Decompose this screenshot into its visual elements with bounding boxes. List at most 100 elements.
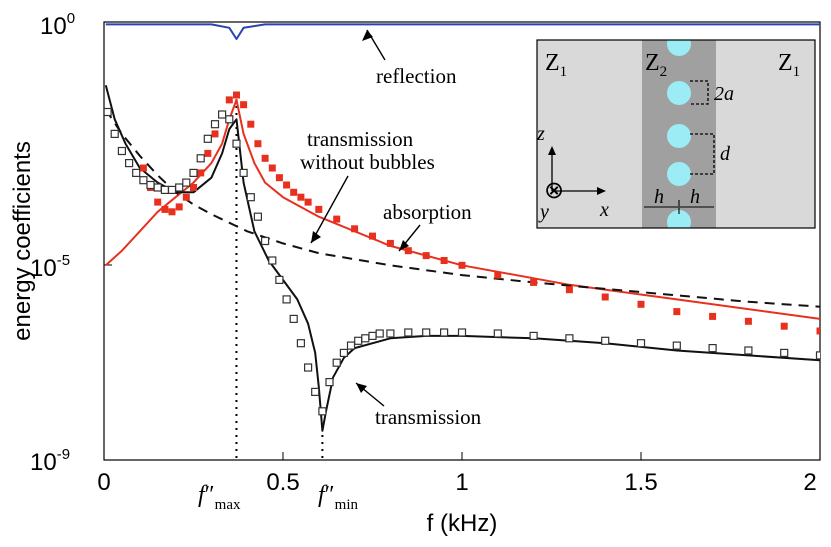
annotation-absorption: absorption bbox=[383, 200, 472, 224]
x-tick-label-1.5: 1.5 bbox=[624, 469, 657, 496]
data-point-absorption-measured- bbox=[175, 203, 183, 211]
inset-bracket-2a bbox=[690, 80, 709, 105]
data-point-transmission-measured- bbox=[167, 185, 177, 194]
inset-bubbles bbox=[667, 40, 691, 228]
inset-label-h-left: h bbox=[654, 186, 664, 208]
data-point-transmission-measured- bbox=[780, 348, 789, 357]
data-point-transmission-measured- bbox=[232, 139, 241, 148]
data-point-absorption-measured- bbox=[369, 232, 376, 240]
data-point-transmission-measured- bbox=[311, 387, 320, 396]
data-point-absorption-measured- bbox=[530, 278, 538, 286]
inset-bubble bbox=[667, 162, 691, 186]
data-point-absorption-measured- bbox=[565, 286, 573, 294]
inset-axis-z-arrowhead bbox=[548, 146, 556, 155]
inset-label-z2: Z2 bbox=[645, 50, 667, 80]
data-point-transmission-measured- bbox=[672, 341, 681, 350]
data-point-transmission-measured- bbox=[139, 176, 148, 185]
data-point-absorption-measured- bbox=[709, 312, 717, 320]
series-layer bbox=[104, 23, 820, 432]
data-point-absorption-measured- bbox=[673, 308, 681, 316]
x-tick-label-0: 0 bbox=[97, 469, 110, 496]
data-point-transmission-measured- bbox=[239, 168, 248, 177]
data-point-transmission-measured- bbox=[440, 328, 449, 337]
data-point-transmission-measured- bbox=[146, 180, 155, 190]
annotation-transmission-nb-line1: transmission bbox=[307, 127, 414, 151]
series-line-absorption-model- bbox=[105, 98, 820, 320]
inset-frame bbox=[536, 39, 816, 229]
data-point-transmission-measured- bbox=[275, 275, 284, 284]
data-point-transmission-measured- bbox=[296, 339, 305, 348]
series-line-reflection bbox=[105, 23, 820, 40]
inset-axis-z-label: z bbox=[536, 123, 545, 145]
data-point-absorption-measured- bbox=[304, 198, 312, 206]
data-point-transmission-measured- bbox=[110, 129, 119, 138]
data-point-absorption-measured- bbox=[247, 120, 255, 128]
data-point-transmission-measured- bbox=[203, 134, 212, 143]
data-point-transmission-measured- bbox=[175, 183, 184, 192]
data-point-transmission-measured- bbox=[457, 328, 467, 337]
data-point-absorption-measured- bbox=[275, 174, 283, 182]
series-line-transmission-model- bbox=[104, 85, 820, 432]
data-point-transmission-measured- bbox=[304, 363, 313, 372]
data-point-transmission-measured- bbox=[268, 256, 277, 265]
inset-otimes-symbol: ⊗ bbox=[544, 178, 564, 204]
data-point-transmission-measured- bbox=[404, 328, 413, 337]
data-point-transmission-measured- bbox=[368, 331, 377, 340]
data-point-absorption-measured- bbox=[290, 188, 298, 196]
data-point-absorption-measured- bbox=[225, 96, 233, 104]
data-point-transmission-measured- bbox=[339, 348, 348, 357]
data-point-absorption-measured- bbox=[816, 327, 820, 335]
annotation-transmission: transmission bbox=[375, 405, 482, 429]
data-point-transmission-measured- bbox=[253, 212, 262, 221]
inset-axis-y-label: y bbox=[538, 201, 549, 223]
annotation-reflection: reflection bbox=[376, 64, 457, 88]
data-point-absorption-measured- bbox=[315, 205, 323, 213]
annotation-transmission-nb-line2: without bubbles bbox=[300, 150, 435, 174]
arrow-transmission-nb bbox=[310, 175, 349, 244]
data-point-absorption-measured- bbox=[240, 101, 248, 109]
data-point-transmission-measured- bbox=[361, 334, 370, 343]
inset-bubble bbox=[667, 210, 691, 228]
data-point-transmission-measured- bbox=[117, 146, 127, 156]
data-point-absorption-measured- bbox=[261, 154, 269, 162]
data-point-transmission-measured- bbox=[218, 110, 227, 119]
data-point-absorption-measured- bbox=[182, 193, 190, 201]
y-ticks bbox=[104, 21, 112, 461]
data-point-transmission-measured- bbox=[708, 344, 717, 353]
data-point-transmission-measured- bbox=[422, 328, 431, 337]
data-point-transmission-measured- bbox=[529, 331, 538, 340]
data-point-transmission-measured- bbox=[261, 236, 270, 246]
inset-label-z1-right: Z1 bbox=[778, 50, 800, 80]
data-point-absorption-measured- bbox=[139, 164, 147, 172]
data-point-absorption-measured- bbox=[744, 317, 752, 325]
data-point-transmission-measured- bbox=[153, 183, 162, 192]
data-point-transmission-measured- bbox=[636, 339, 646, 348]
data-point-transmission-measured- bbox=[189, 168, 198, 177]
data-point-absorption-measured- bbox=[404, 247, 412, 255]
data-point-transmission-measured- bbox=[160, 185, 169, 194]
x-tick-label-2: 2 bbox=[803, 469, 816, 496]
data-point-transmission-measured- bbox=[182, 178, 191, 187]
data-point-transmission-measured- bbox=[325, 378, 334, 387]
data-point-absorption-measured- bbox=[161, 205, 169, 213]
data-point-transmission-measured- bbox=[332, 358, 341, 367]
arrowhead-absorption bbox=[399, 240, 409, 251]
data-point-absorption-measured- bbox=[333, 215, 341, 223]
data-point-absorption-measured- bbox=[440, 257, 448, 264]
inset-label-2a: 2a bbox=[714, 83, 734, 105]
data-point-absorption-measured- bbox=[233, 91, 240, 99]
data-point-absorption-measured- bbox=[204, 149, 212, 157]
data-point-absorption-measured- bbox=[458, 261, 466, 269]
data-point-transmission-measured- bbox=[124, 159, 134, 168]
data-point-transmission-measured- bbox=[225, 115, 234, 124]
data-point-absorption-measured- bbox=[211, 130, 219, 138]
data-point-absorption-measured- bbox=[601, 293, 609, 301]
inset-bubble bbox=[667, 124, 691, 148]
data-point-transmission-measured- bbox=[744, 346, 753, 355]
data-point-transmission-measured- bbox=[104, 107, 112, 117]
data-point-transmission-measured- bbox=[210, 120, 220, 129]
data-point-absorption-measured- bbox=[297, 193, 305, 201]
x-axis-title: f (kHz) bbox=[427, 510, 498, 537]
data-point-transmission-measured- bbox=[289, 314, 298, 323]
y-tick-label-minus9: 10-9 bbox=[30, 446, 70, 476]
